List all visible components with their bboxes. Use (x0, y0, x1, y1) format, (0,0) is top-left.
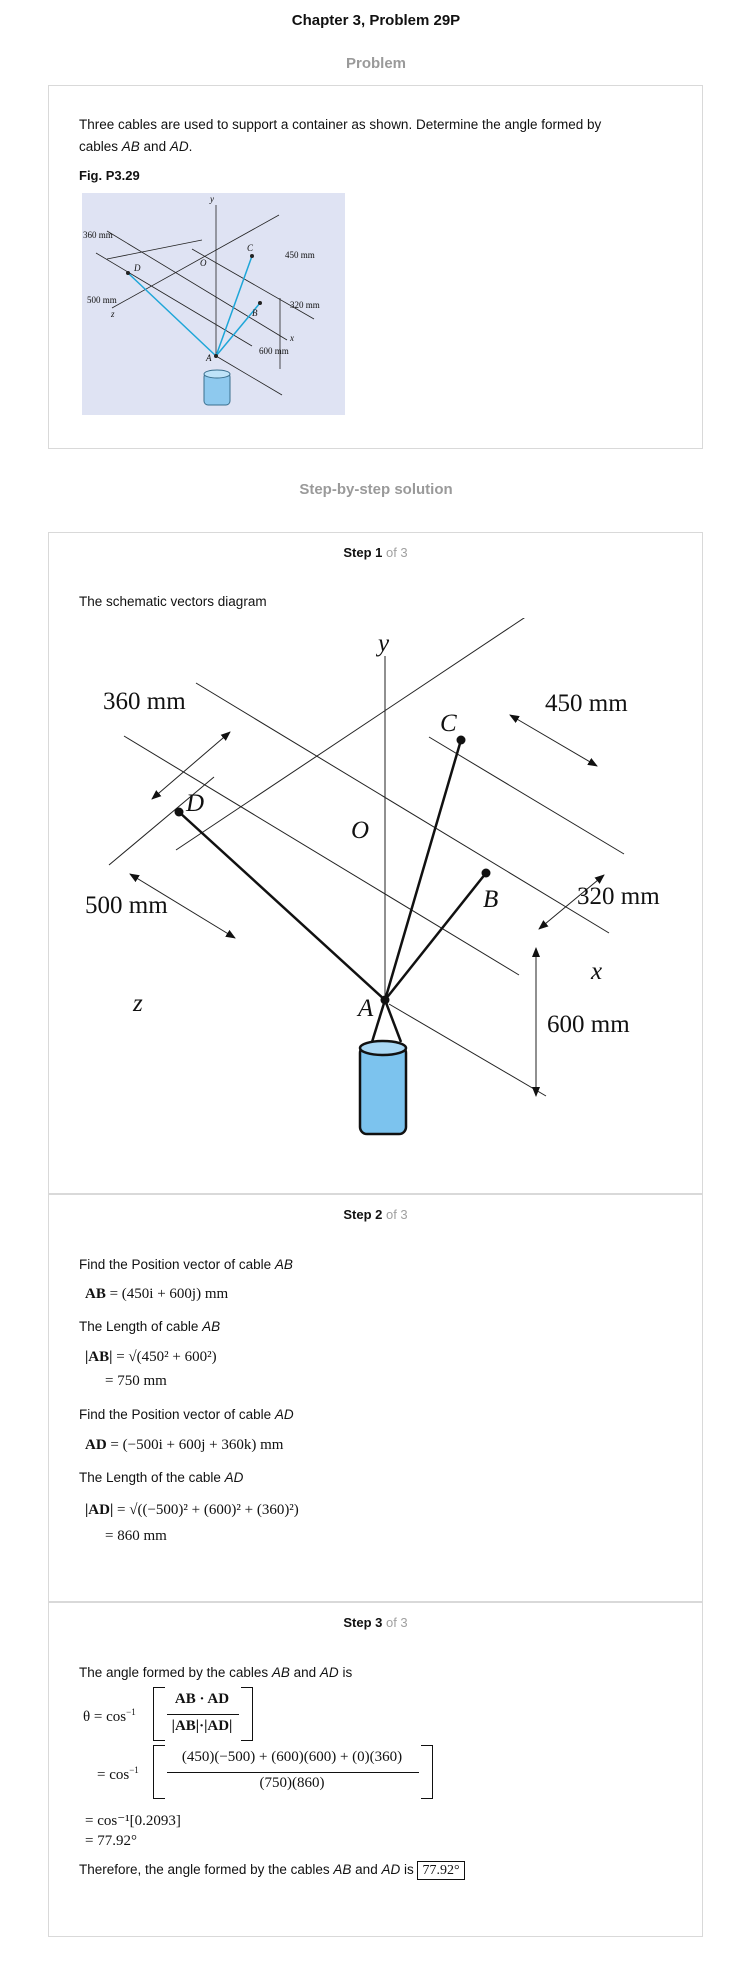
fig-label-d: D (133, 263, 141, 273)
fraction-1-numerator: AB · AD (174, 1691, 230, 1707)
step-2-header: Step 2 of 3 (343, 1207, 408, 1222)
fig-label-z: z (110, 309, 115, 319)
eq-ad-vector: AD = (−500i + 600j + 360k) mm (85, 1437, 284, 1453)
problem-heading: Problem (345, 55, 406, 72)
fig-label-a: A (205, 353, 212, 363)
eq-theta-label: θ = cos−1 (83, 1707, 136, 1725)
step-1: Step 1 of 3 The schematic vectors diagra… (48, 532, 703, 1194)
fig-dim-600: 600 mm (259, 346, 289, 356)
step-3-header: Step 3 of 3 (343, 1615, 408, 1630)
diagram-dim-360: 360 mm (103, 688, 186, 715)
diagram-dim-320: 320 mm (577, 883, 660, 910)
step-2-line-4: The Length of the cable AD (79, 1470, 244, 1485)
problem-statement: Three cables are used to support a conta… (79, 117, 602, 154)
diagram-dim-500: 500 mm (85, 892, 168, 919)
diagram-label-b: B (483, 886, 498, 913)
vector-diagram: y x z O A B C D 360 mm 450 mm 500 mm 320… (85, 618, 660, 1136)
problem-card: Three cables are used to support a conta… (48, 85, 703, 449)
eq-cos-value: = cos⁻¹[0.2093] (85, 1813, 181, 1829)
diagram-label-y: y (375, 630, 390, 657)
fraction-2-bar (167, 1772, 419, 1773)
step-1-intro: The schematic vectors diagram (79, 594, 267, 609)
bracket-left-2 (153, 1745, 165, 1799)
fig-label-b: B (252, 308, 258, 318)
fig-label-x: x (289, 333, 294, 343)
step-3-line-1: The angle formed by the cables AB and AD… (79, 1665, 353, 1680)
problem-figure-svg: y x z O A B C D 360 mm 450 mm 500 mm 320… (83, 194, 320, 406)
bracket-right-1 (241, 1687, 253, 1741)
diagram-dim-600: 600 mm (547, 1011, 630, 1038)
diagram-label-z: z (132, 990, 143, 1017)
solution-heading: Step-by-step solution (299, 481, 453, 498)
fig-label-c: C (247, 243, 254, 253)
step-3: Step 3 of 3 The angle formed by the cabl… (48, 1602, 703, 1937)
fig-dim-500: 500 mm (87, 295, 117, 305)
diagram-label-a: A (356, 995, 374, 1022)
fig-dim-450: 450 mm (285, 250, 315, 260)
fig-dim-320: 320 mm (290, 300, 320, 310)
eq-cos-label: = cos−1 (97, 1765, 139, 1783)
problem-figure: y x z O A B C D 360 mm 450 mm 500 mm 320… (82, 193, 345, 415)
fraction-2-numerator: (450)(−500) + (600)(600) + (0)(360) (181, 1749, 403, 1765)
fraction-1-bar (167, 1714, 239, 1715)
fraction-2-denominator: (750)(860) (259, 1775, 325, 1791)
step-2-line-3: Find the Position vector of cable AD (79, 1407, 294, 1422)
fig-label-o: O (200, 258, 207, 268)
eq-ab-vector: AB = (450i + 600j) mm (85, 1286, 229, 1302)
eq-angle-value: = 77.92° (85, 1833, 137, 1849)
eq-ab-length: |AB| = √(450² + 600²) (85, 1349, 217, 1365)
step-2-line-1: Find the Position vector of cable AB (79, 1257, 293, 1272)
eq-ab-length-result: = 750 mm (105, 1373, 167, 1389)
diagram-label-d: D (185, 790, 204, 817)
page-title: Chapter 3, Problem 29P (291, 12, 461, 29)
figure-label: Fig. P3.29 (79, 168, 140, 183)
fig-label-y: y (209, 194, 214, 204)
diagram-label-c: C (440, 710, 457, 737)
eq-ad-length-result: = 860 mm (105, 1528, 167, 1544)
step-2-line-2: The Length of cable AB (79, 1319, 221, 1334)
eq-ad-length: |AD| = √((−500)² + (600)² + (360)²) (85, 1502, 299, 1518)
diagram-label-x: x (590, 958, 602, 985)
bracket-right-2 (421, 1745, 433, 1799)
bracket-left-1 (153, 1687, 165, 1741)
step-3-conclusion: Therefore, the angle formed by the cable… (79, 1861, 465, 1880)
diagram-dim-450: 450 mm (545, 690, 628, 717)
diagram-label-o: O (351, 817, 369, 844)
fraction-1-denominator: |AB|·|AD| (171, 1718, 233, 1734)
step-1-header: Step 1 of 3 (343, 545, 408, 560)
step-2: Step 2 of 3 Find the Position vector of … (48, 1194, 703, 1602)
fig-dim-360: 360 mm (83, 230, 113, 240)
answer-box: 77.92° (417, 1861, 465, 1880)
